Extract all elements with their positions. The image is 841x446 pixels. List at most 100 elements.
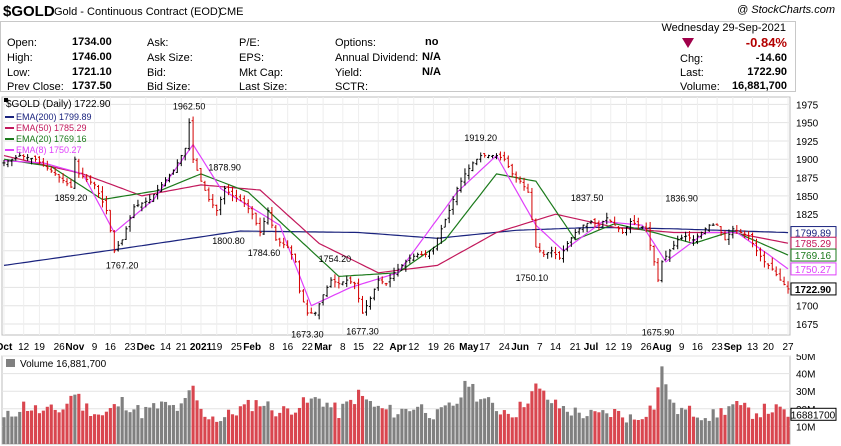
x-tick-label: 19 xyxy=(211,342,223,353)
volume-bar xyxy=(676,414,680,444)
volume-bar xyxy=(65,403,69,444)
x-tick-label: 19 xyxy=(621,342,633,353)
x-tick-label: 23 xyxy=(712,342,724,353)
legend-entry: EMA(8) 1750.27 xyxy=(16,145,82,155)
chg-value: -14.60 xyxy=(755,52,787,64)
x-tick-label: 15 xyxy=(353,342,365,353)
volume-bar xyxy=(427,418,432,444)
last-label: Last: xyxy=(680,67,704,79)
volume-bar xyxy=(774,404,778,444)
volume-bar xyxy=(14,416,18,444)
price-annotation: 1750.10 xyxy=(516,273,549,283)
volume-bar xyxy=(81,410,85,444)
volume-bar xyxy=(573,407,577,444)
volume-bar xyxy=(538,388,542,444)
volume-bar xyxy=(542,390,546,444)
volume-bar xyxy=(333,402,337,444)
volume-bar xyxy=(699,420,703,444)
volume-bar xyxy=(530,391,534,444)
volume-bar xyxy=(266,401,270,444)
price-annotation: 1859.20 xyxy=(55,193,88,203)
x-tick-label: 14 xyxy=(160,342,172,353)
volume-bar xyxy=(337,418,341,444)
x-tick-label: 12 xyxy=(408,342,420,353)
volume-bar xyxy=(345,401,349,444)
volume-bar xyxy=(22,401,26,444)
yield-value: N/A xyxy=(422,66,441,78)
volume-bar xyxy=(648,405,652,444)
x-tick-label: 13 xyxy=(747,342,759,353)
x-tick-label: 24 xyxy=(499,342,511,353)
x-tick-label: 26 xyxy=(54,342,66,353)
x-tick-label: Jul xyxy=(584,342,599,353)
volume-bar xyxy=(73,394,77,444)
volume-bar xyxy=(360,395,365,444)
volume-bar xyxy=(29,410,34,444)
volume-bar xyxy=(404,408,408,444)
exchange-label: CME xyxy=(219,6,244,18)
volume-tick-label: 50M xyxy=(796,354,815,363)
volume-bar xyxy=(305,402,309,444)
volume-bar xyxy=(455,403,459,444)
right-value-text: 1722.90 xyxy=(795,285,832,296)
volume-bar xyxy=(715,417,719,444)
volume-bar xyxy=(61,409,65,444)
price-annotation: 1919.20 xyxy=(464,133,497,143)
volume-label: Volume: xyxy=(680,81,720,93)
volume-bar xyxy=(731,404,735,444)
ask-size-label: Ask Size: xyxy=(147,52,193,64)
volume-bar xyxy=(175,410,179,444)
open-value: 1734.00 xyxy=(72,36,112,48)
ema-series-line xyxy=(3,226,789,266)
volume-bar xyxy=(230,414,235,444)
price-annotation: 1962.50 xyxy=(173,101,206,111)
options-label: Options: xyxy=(335,37,376,49)
volume-bar xyxy=(672,402,676,444)
volume-bar xyxy=(187,390,191,444)
volume-bar xyxy=(278,412,282,444)
volume-bar xyxy=(577,412,581,444)
x-tick-label: 8 xyxy=(269,342,275,353)
x-tick-label: 9 xyxy=(92,342,98,353)
volume-bar xyxy=(502,410,506,444)
volume-bar xyxy=(77,393,81,444)
volume-bar xyxy=(349,399,353,444)
volume-bar xyxy=(727,406,731,444)
ask-label: Ask: xyxy=(147,37,169,49)
y-tick-label: 1850 xyxy=(796,192,819,203)
volume-bar xyxy=(664,384,668,444)
volume-bar xyxy=(317,398,321,444)
volume-bar xyxy=(782,409,786,444)
volume-bar xyxy=(420,404,424,444)
volume-bar xyxy=(199,408,203,444)
volume-bar xyxy=(396,414,400,444)
volume-bar xyxy=(392,417,396,444)
volume-bar xyxy=(557,408,562,444)
legend-entry: EMA(20) 1769.16 xyxy=(16,134,87,144)
price-annotation: 1677.30 xyxy=(346,326,379,336)
volume-bar xyxy=(364,399,369,444)
y-tick-label: 1825 xyxy=(796,210,819,221)
price-annotation: 1878.90 xyxy=(208,163,241,173)
volume-bar xyxy=(487,397,491,444)
volume-bar xyxy=(18,411,22,444)
volume-bar xyxy=(691,416,696,444)
price-annotation: 1837.50 xyxy=(571,193,604,203)
volume-bar xyxy=(483,398,487,444)
volume-bar xyxy=(57,412,61,444)
bid-size-label: Bid Size: xyxy=(147,81,191,93)
volume-bar xyxy=(270,410,274,444)
x-tick-label: 21 xyxy=(176,342,188,353)
volume-bar xyxy=(423,412,428,444)
volume-bar xyxy=(258,406,262,444)
volume-bar xyxy=(739,405,743,444)
x-tick-label: 26 xyxy=(641,342,653,353)
volume-bar xyxy=(561,406,566,444)
x-tick-label: 12 xyxy=(605,342,617,353)
legend-entry: EMA(200) 1799.89 xyxy=(16,112,92,122)
right-value-label: 1722.90 xyxy=(790,282,837,296)
volume-bar xyxy=(325,402,329,444)
y-tick-label: 1950 xyxy=(796,119,819,130)
volume-bar xyxy=(435,409,439,444)
